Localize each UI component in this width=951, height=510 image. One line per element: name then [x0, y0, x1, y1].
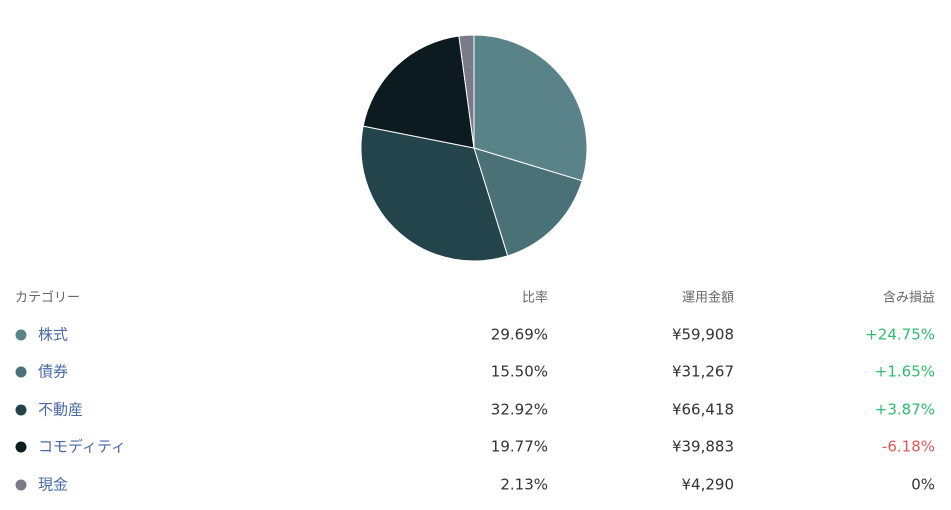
header-amount: 運用金額 [682, 290, 734, 306]
gain: 0% [911, 476, 935, 494]
legend-dot [15, 404, 27, 416]
amount: ¥31,267 [672, 363, 734, 381]
pie-chart [360, 34, 588, 262]
gain: +1.65% [875, 363, 935, 381]
pie-slice [473, 147, 583, 257]
category-name: 株式 [38, 326, 68, 344]
pie-slice [473, 34, 588, 182]
ratio: 19.77% [491, 438, 548, 456]
ratio: 15.50% [491, 363, 548, 381]
header-ratio: 比率 [522, 290, 548, 306]
ratio: 32.92% [491, 401, 548, 419]
category-name: 債券 [38, 363, 68, 381]
category-name: コモディティ [38, 438, 126, 456]
gain: +3.87% [875, 401, 935, 419]
header-gain: 含み損益 [883, 290, 935, 306]
amount: ¥66,418 [672, 401, 734, 419]
header-category: カテゴリー [15, 290, 80, 306]
pie-slice [362, 35, 475, 149]
ratio: 2.13% [500, 476, 548, 494]
amount: ¥39,883 [672, 438, 734, 456]
pie-slice [458, 34, 475, 149]
legend-dot [15, 479, 27, 491]
pie-slice [360, 125, 509, 262]
amount: ¥59,908 [672, 326, 734, 344]
legend-dot [15, 329, 27, 341]
category-name: 不動産 [38, 401, 83, 419]
gain: -6.18% [882, 438, 935, 456]
amount: ¥4,290 [682, 476, 735, 494]
category-name: 現金 [38, 476, 68, 494]
legend-dot [15, 366, 27, 378]
gain: +24.75% [865, 326, 935, 344]
ratio: 29.69% [491, 326, 548, 344]
legend-dot [15, 441, 27, 453]
